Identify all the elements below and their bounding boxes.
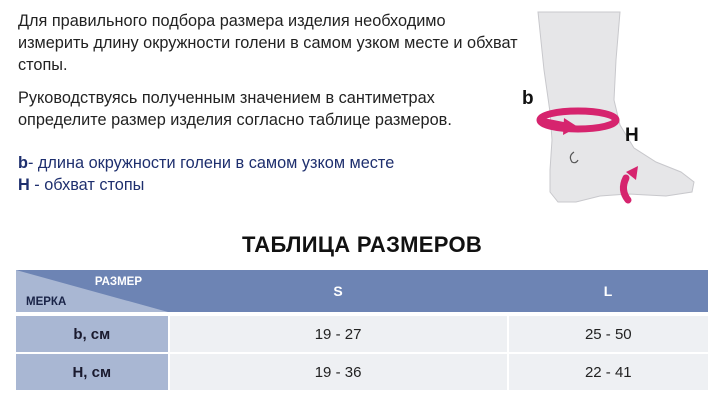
- column-header-s: S: [333, 283, 343, 299]
- legend-b: b- длина окружности голени в самом узком…: [18, 152, 394, 174]
- legend-h-key: H: [18, 176, 30, 194]
- legend-h: H - обхват стопы: [18, 174, 394, 196]
- instructions-paragraph-2: Руководствуясь полученным значением в са…: [18, 89, 452, 129]
- legend-b-text: - длина окружности голени в самом узком …: [27, 154, 395, 172]
- ankle-arrow-icon: [563, 118, 578, 135]
- size-table: РАЗМЕР МЕРКА S L b, см 19 - 27 25 - 50 H…: [16, 270, 709, 394]
- measurement-legend: b- длина окружности голени в самом узком…: [18, 152, 394, 196]
- legend-b-key: b: [18, 154, 28, 172]
- foot-measurement-illustration: [516, 0, 724, 215]
- ankle-bone-icon: [569, 151, 579, 164]
- table-header-row: РАЗМЕР МЕРКА S L: [16, 270, 708, 312]
- table-row: H, см 19 - 36 22 - 41: [16, 352, 709, 390]
- row-label-h: H, см: [16, 354, 168, 390]
- instructions-paragraph-1: Для правильного подбора размера изделия …: [18, 12, 518, 74]
- cell-h-l: 22 - 41: [508, 354, 709, 390]
- foot-band-icon: [619, 174, 632, 204]
- legend-h-text: - обхват стопы: [29, 176, 145, 194]
- label-b: b: [522, 88, 534, 109]
- row-label-b: b, см: [16, 316, 168, 352]
- cell-b-s: 19 - 27: [169, 316, 507, 352]
- ankle-band-icon: [536, 107, 620, 133]
- table-corner-cell: РАЗМЕР МЕРКА: [16, 270, 168, 312]
- instructions-text: Для правильного подбора размера изделия …: [18, 10, 518, 131]
- cell-b-l: 25 - 50: [508, 316, 709, 352]
- foot-arrow-icon: [626, 166, 638, 180]
- corner-divider-icon: [16, 270, 168, 312]
- table-row: b, см 19 - 27 25 - 50: [16, 314, 709, 352]
- cell-h-s: 19 - 36: [169, 354, 507, 390]
- corner-measure-label: МЕРКА: [26, 296, 67, 308]
- table-title: ТАБЛИЦА РАЗМЕРОВ: [241, 232, 483, 257]
- label-h: H: [625, 125, 639, 146]
- column-header-l: L: [603, 283, 613, 299]
- corner-size-label: РАЗМЕР: [94, 276, 142, 288]
